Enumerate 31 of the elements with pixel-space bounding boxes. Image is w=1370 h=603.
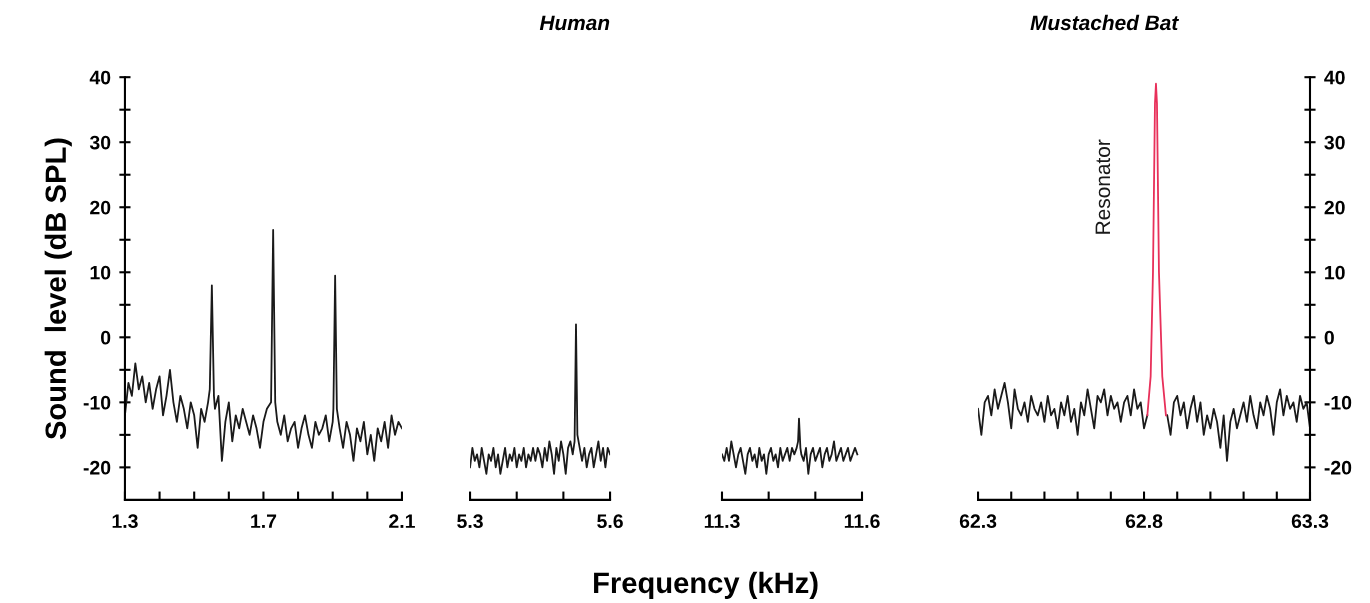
y-tick-label: -20 (83, 460, 111, 475)
line-series (124, 229, 402, 462)
y-tick-label: 10 (90, 265, 111, 280)
y-tick-label: 30 (89, 135, 111, 150)
line-series (1146, 82, 1167, 417)
y2-tick-label: 30 (1324, 135, 1345, 150)
y2-tick-label: -10 (1324, 395, 1352, 410)
y2-tick-label: -20 (1324, 460, 1352, 475)
x-tick-label: 5.6 (597, 514, 623, 529)
chart-title: Human (539, 15, 610, 31)
x-tick-label: 62.8 (1125, 514, 1163, 529)
x-tick-label: 11.6 (844, 514, 880, 529)
y-tick-label: 20 (90, 200, 111, 215)
x-axis-title: Frequency (kHz) (594, 571, 818, 599)
x-tick-label: 1.3 (112, 514, 138, 529)
y-axis-title: Sound level (dB SPL) (44, 138, 72, 440)
y2-tick-label: 20 (1324, 200, 1345, 215)
x-tick-label: 5.3 (457, 514, 483, 529)
chart-title: Mustached Bat (1030, 14, 1179, 31)
y-tick-label: 0 (101, 330, 111, 345)
x-tick-label: 62.3 (959, 514, 997, 529)
x-tick-label: 2.1 (389, 514, 415, 528)
x-tick-label: 1.7 (251, 514, 277, 528)
y2-tick-label: 40 (1324, 70, 1345, 85)
y2-tick-label: 0 (1324, 330, 1334, 345)
y-tick-label: 40 (89, 70, 111, 85)
y-tick-label: -10 (83, 395, 111, 410)
text: Resonator (1095, 139, 1111, 234)
x-tick-label: 63.3 (1291, 514, 1329, 529)
y2-tick-label: 10 (1325, 265, 1345, 280)
x-tick-label: 11.3 (704, 514, 740, 529)
